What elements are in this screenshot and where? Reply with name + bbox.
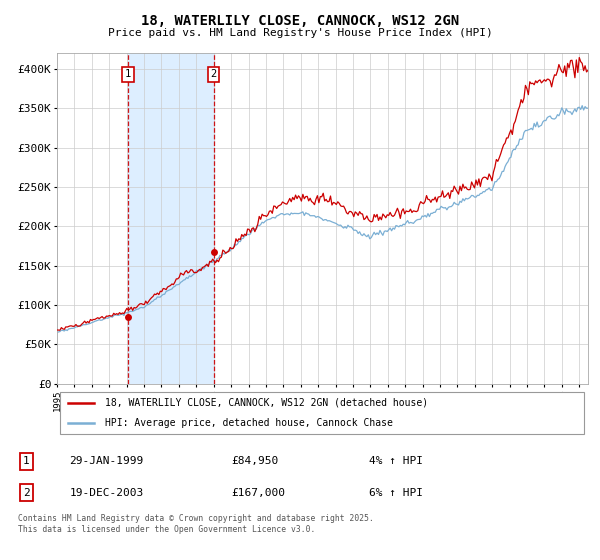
- Text: £84,950: £84,950: [231, 456, 278, 466]
- Text: 19-DEC-2003: 19-DEC-2003: [70, 488, 144, 498]
- Text: 18, WATERLILY CLOSE, CANNOCK, WS12 2GN (detached house): 18, WATERLILY CLOSE, CANNOCK, WS12 2GN (…: [105, 398, 428, 408]
- FancyBboxPatch shape: [59, 391, 584, 435]
- Text: 1: 1: [23, 456, 30, 466]
- Text: 4% ↑ HPI: 4% ↑ HPI: [369, 456, 423, 466]
- Text: 1: 1: [125, 69, 131, 80]
- Bar: [128, 53, 214, 384]
- Text: HPI: Average price, detached house, Cannock Chase: HPI: Average price, detached house, Cann…: [105, 418, 392, 428]
- Text: 2: 2: [23, 488, 30, 498]
- Text: 2: 2: [211, 69, 217, 80]
- Text: 18, WATERLILY CLOSE, CANNOCK, WS12 2GN: 18, WATERLILY CLOSE, CANNOCK, WS12 2GN: [141, 14, 459, 28]
- Text: Contains HM Land Registry data © Crown copyright and database right 2025.
This d: Contains HM Land Registry data © Crown c…: [18, 514, 374, 534]
- Text: Price paid vs. HM Land Registry's House Price Index (HPI): Price paid vs. HM Land Registry's House …: [107, 28, 493, 38]
- Text: £167,000: £167,000: [231, 488, 285, 498]
- Text: 6% ↑ HPI: 6% ↑ HPI: [369, 488, 423, 498]
- Text: 29-JAN-1999: 29-JAN-1999: [70, 456, 144, 466]
